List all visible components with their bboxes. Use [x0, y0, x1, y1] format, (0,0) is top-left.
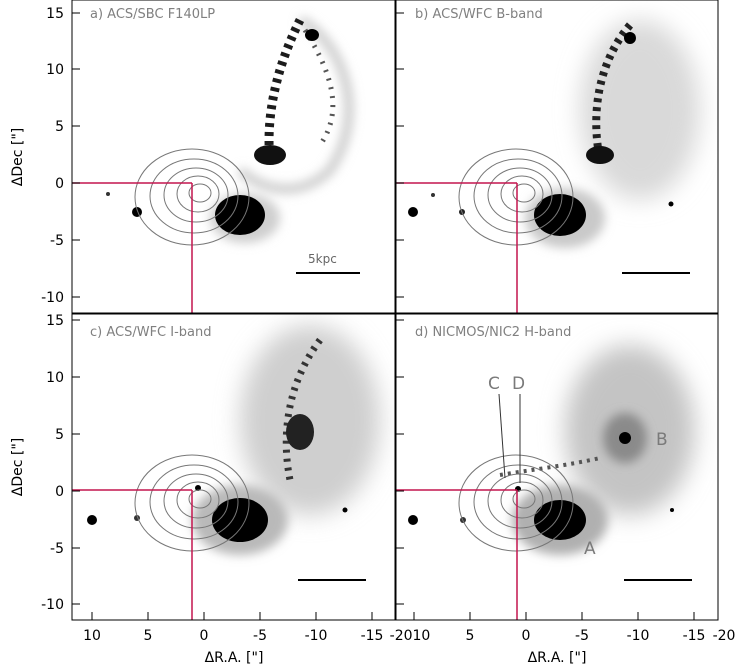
- panel-d: C D B A d) NICMOS/NIC2 H-band: [396, 314, 718, 620]
- x-tick-labels: 10 5 0 -5 -10 -15 -2010 5 0 -5 -10 -15 -…: [83, 628, 735, 644]
- annotation-d: D: [512, 374, 525, 394]
- y-tick-label: 10: [46, 62, 64, 78]
- panel-c: c) ACS/WFC I-band: [72, 314, 395, 620]
- y-tick-label: 15: [46, 313, 64, 329]
- scale-bar-label: 5kpc: [308, 252, 337, 266]
- galaxy-image-b: [408, 20, 700, 248]
- tick-marks: [72, 12, 695, 620]
- x-axis-title-left: ΔR.A. ["]: [205, 650, 264, 666]
- y-axis-title-top: ΔDec ["]: [10, 128, 26, 186]
- galaxy-image-d: [408, 345, 695, 555]
- x-tick-label: 0: [522, 628, 531, 644]
- annotation-pointers: [498, 393, 521, 483]
- x-tick-label: 5: [144, 628, 153, 644]
- x-tick-label: -10: [305, 628, 328, 644]
- panel-label-c: c) ACS/WFC I-band: [90, 325, 212, 340]
- contours-b: [458, 148, 574, 246]
- x-tick-label: -15: [683, 628, 706, 644]
- panel-label-a: a) ACS/SBC F140LP: [90, 7, 215, 22]
- galaxy-image-c: [87, 325, 380, 555]
- x-tick-label: -5: [575, 628, 589, 644]
- y-tick-label: 5: [55, 119, 64, 135]
- y-tick-label: 15: [46, 6, 64, 22]
- x-tick-label: -15: [361, 628, 384, 644]
- x-tick-label: 5: [466, 628, 475, 644]
- x-tick-label: 0: [200, 628, 209, 644]
- panel-label-d: d) NICMOS/NIC2 H-band: [415, 325, 571, 340]
- panel-label-b: b) ACS/WFC B-band: [415, 7, 543, 22]
- crosshair-a: [72, 182, 193, 313]
- y-tick-label: -10: [41, 597, 64, 613]
- x-tick-label: -5: [253, 628, 267, 644]
- crosshair-c: [72, 489, 193, 620]
- annotation-b: B: [656, 430, 668, 450]
- x-axis-title-right: ΔR.A. ["]: [528, 650, 587, 666]
- crosshair-b: [396, 182, 518, 313]
- annotation-c: C: [488, 374, 500, 394]
- panel-a: 5kpc a) ACS/SBC F140LP: [72, 0, 395, 313]
- y-tick-label: 0: [55, 484, 64, 500]
- x-tick-label: -10: [627, 628, 650, 644]
- panel-frames: [71, 0, 719, 621]
- galaxy-image-a: [106, 15, 354, 243]
- crosshair-d: [396, 489, 518, 620]
- y-tick-label: -5: [50, 233, 64, 249]
- y-tick-labels: 15 10 5 0 -5 -10 15 10 5 0 -5 -10: [41, 6, 64, 613]
- x-tick-label: -20: [713, 628, 736, 644]
- x-tick-label-shared: -2010: [390, 628, 431, 644]
- annotation-a: A: [584, 539, 596, 559]
- y-tick-label: 0: [55, 176, 64, 192]
- x-tick-label: 10: [83, 628, 101, 644]
- y-tick-label: 10: [46, 370, 64, 386]
- y-axis-title-bottom: ΔDec ["]: [10, 438, 26, 496]
- panel-b: b) ACS/WFC B-band: [396, 0, 718, 313]
- contours-d: [458, 454, 574, 552]
- y-tick-label: -5: [50, 541, 64, 557]
- y-tick-label: 5: [55, 427, 64, 443]
- y-tick-label: -10: [41, 290, 64, 306]
